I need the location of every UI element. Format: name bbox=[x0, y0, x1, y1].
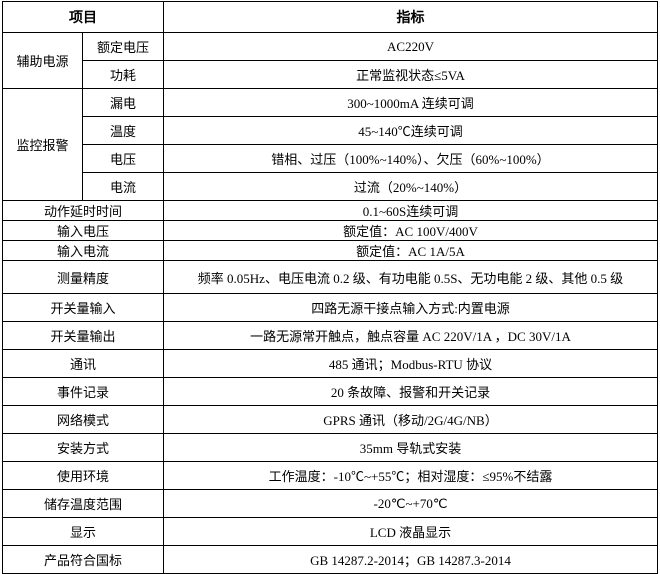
row-value: 35mm 导轨式安装 bbox=[163, 433, 658, 462]
table-row: 监控报警 漏电 300~1000mA 连续可调 bbox=[2, 88, 658, 201]
row-label: 事件记录 bbox=[2, 377, 164, 406]
row-value: 过流（20%~140%） bbox=[163, 172, 658, 201]
table-row: 安装方式 35mm 导轨式安装 bbox=[2, 433, 658, 462]
table-row: 输入电流 额定值：AC 1A/5A bbox=[2, 240, 658, 261]
table-row: 储存温度范围 -20℃~+70℃ bbox=[2, 489, 658, 518]
row-label: 安装方式 bbox=[2, 433, 164, 462]
table-row: 测量精度 频率 0.05Hz、电压电流 0.2 级、有功电能 0.5S、无功电能… bbox=[2, 260, 658, 294]
row-value: 0.1~60S连续可调 bbox=[163, 200, 658, 221]
row-label: 输入电压 bbox=[2, 220, 164, 241]
row-label: 网络模式 bbox=[2, 405, 164, 434]
table-row: 开关量输入 四路无源干接点输入方式:内置电源 bbox=[2, 293, 658, 322]
row-value: 45~140℃连续可调 bbox=[163, 116, 658, 145]
row-value: -20℃~+70℃ bbox=[163, 489, 658, 518]
row-label: 温度 bbox=[82, 116, 164, 145]
row-value: 四路无源干接点输入方式:内置电源 bbox=[163, 293, 658, 322]
row-label: 输入电流 bbox=[2, 240, 164, 261]
row-label: 开关量输入 bbox=[2, 293, 164, 322]
row-value: 485 通讯；Modbus-RTU 协议 bbox=[163, 349, 658, 378]
row-label: 动作延时时间 bbox=[2, 200, 164, 221]
row-value: GB 14287.2-2014；GB 14287.3-2014 bbox=[163, 545, 658, 574]
row-label: 储存温度范围 bbox=[2, 489, 164, 518]
row-label: 电压 bbox=[82, 144, 164, 173]
table-row: 输入电压 额定值：AC 100V/400V bbox=[2, 220, 658, 241]
row-value: 300~1000mA 连续可调 bbox=[163, 88, 658, 117]
row-label: 漏电 bbox=[82, 88, 164, 117]
table-row: 功耗 正常监视状态≤5VA bbox=[3, 60, 658, 89]
row-label: 使用环境 bbox=[2, 461, 164, 490]
row-label: 开关量输出 bbox=[2, 321, 164, 350]
row-value: 额定值：AC 1A/5A bbox=[163, 240, 658, 261]
row-label: 通讯 bbox=[2, 349, 164, 378]
row-value: 正常监视状态≤5VA bbox=[163, 60, 658, 89]
row-value: 20 条故障、报警和开关记录 bbox=[163, 377, 658, 406]
row-value: GPRS 通讯（移动/2G/4G/NB） bbox=[163, 405, 658, 434]
row-value: AC220V bbox=[163, 32, 658, 61]
table-row: 显示 LCD 液晶显示 bbox=[2, 517, 658, 546]
row-label: 产品符合国标 bbox=[2, 545, 164, 574]
group-label: 辅助电源 bbox=[2, 32, 83, 89]
row-value: 错相、过压（100%~140%）、欠压（60%~100%） bbox=[163, 144, 658, 173]
table-row: 电压 错相、过压（100%~140%）、欠压（60%~100%） bbox=[3, 144, 658, 173]
row-value: 工作温度：-10℃~+55℃；相对湿度：≤95%不结露 bbox=[163, 461, 658, 490]
table-row: 通讯 485 通讯；Modbus-RTU 协议 bbox=[2, 349, 658, 378]
row-label: 额定电压 bbox=[82, 32, 164, 61]
table-row: 动作延时时间 0.1~60S连续可调 bbox=[2, 200, 658, 221]
row-label: 显示 bbox=[2, 517, 164, 546]
row-label: 测量精度 bbox=[2, 260, 164, 294]
header-row: 项目 指标 bbox=[2, 1, 658, 33]
table-row: 辅助电源 额定电压 AC220V bbox=[2, 32, 658, 89]
table-row: 电流 过流（20%~140%） bbox=[3, 172, 658, 201]
table-row: 温度 45~140℃连续可调 bbox=[3, 116, 658, 145]
row-label: 功耗 bbox=[82, 60, 164, 89]
row-label: 电流 bbox=[82, 172, 164, 201]
row-value: 额定值：AC 100V/400V bbox=[163, 220, 658, 241]
table-row: 产品符合国标 GB 14287.2-2014；GB 14287.3-2014 bbox=[2, 545, 658, 574]
header-item: 项目 bbox=[2, 1, 164, 33]
row-value: 一路无源常开触点，触点容量 AC 220V/1A ，DC 30V/1A bbox=[163, 321, 658, 350]
group-label: 监控报警 bbox=[2, 88, 83, 201]
row-value: LCD 液晶显示 bbox=[163, 517, 658, 546]
row-value: 频率 0.05Hz、电压电流 0.2 级、有功电能 0.5S、无功电能 2 级、… bbox=[163, 260, 658, 294]
header-spec: 指标 bbox=[163, 1, 658, 33]
table-row: 使用环境 工作温度：-10℃~+55℃；相对湿度：≤95%不结露 bbox=[2, 461, 658, 490]
table-row: 开关量输出 一路无源常开触点，触点容量 AC 220V/1A ，DC 30V/1… bbox=[2, 321, 658, 350]
table-row: 事件记录 20 条故障、报警和开关记录 bbox=[2, 377, 658, 406]
table-row: 网络模式 GPRS 通讯（移动/2G/4G/NB） bbox=[2, 405, 658, 434]
